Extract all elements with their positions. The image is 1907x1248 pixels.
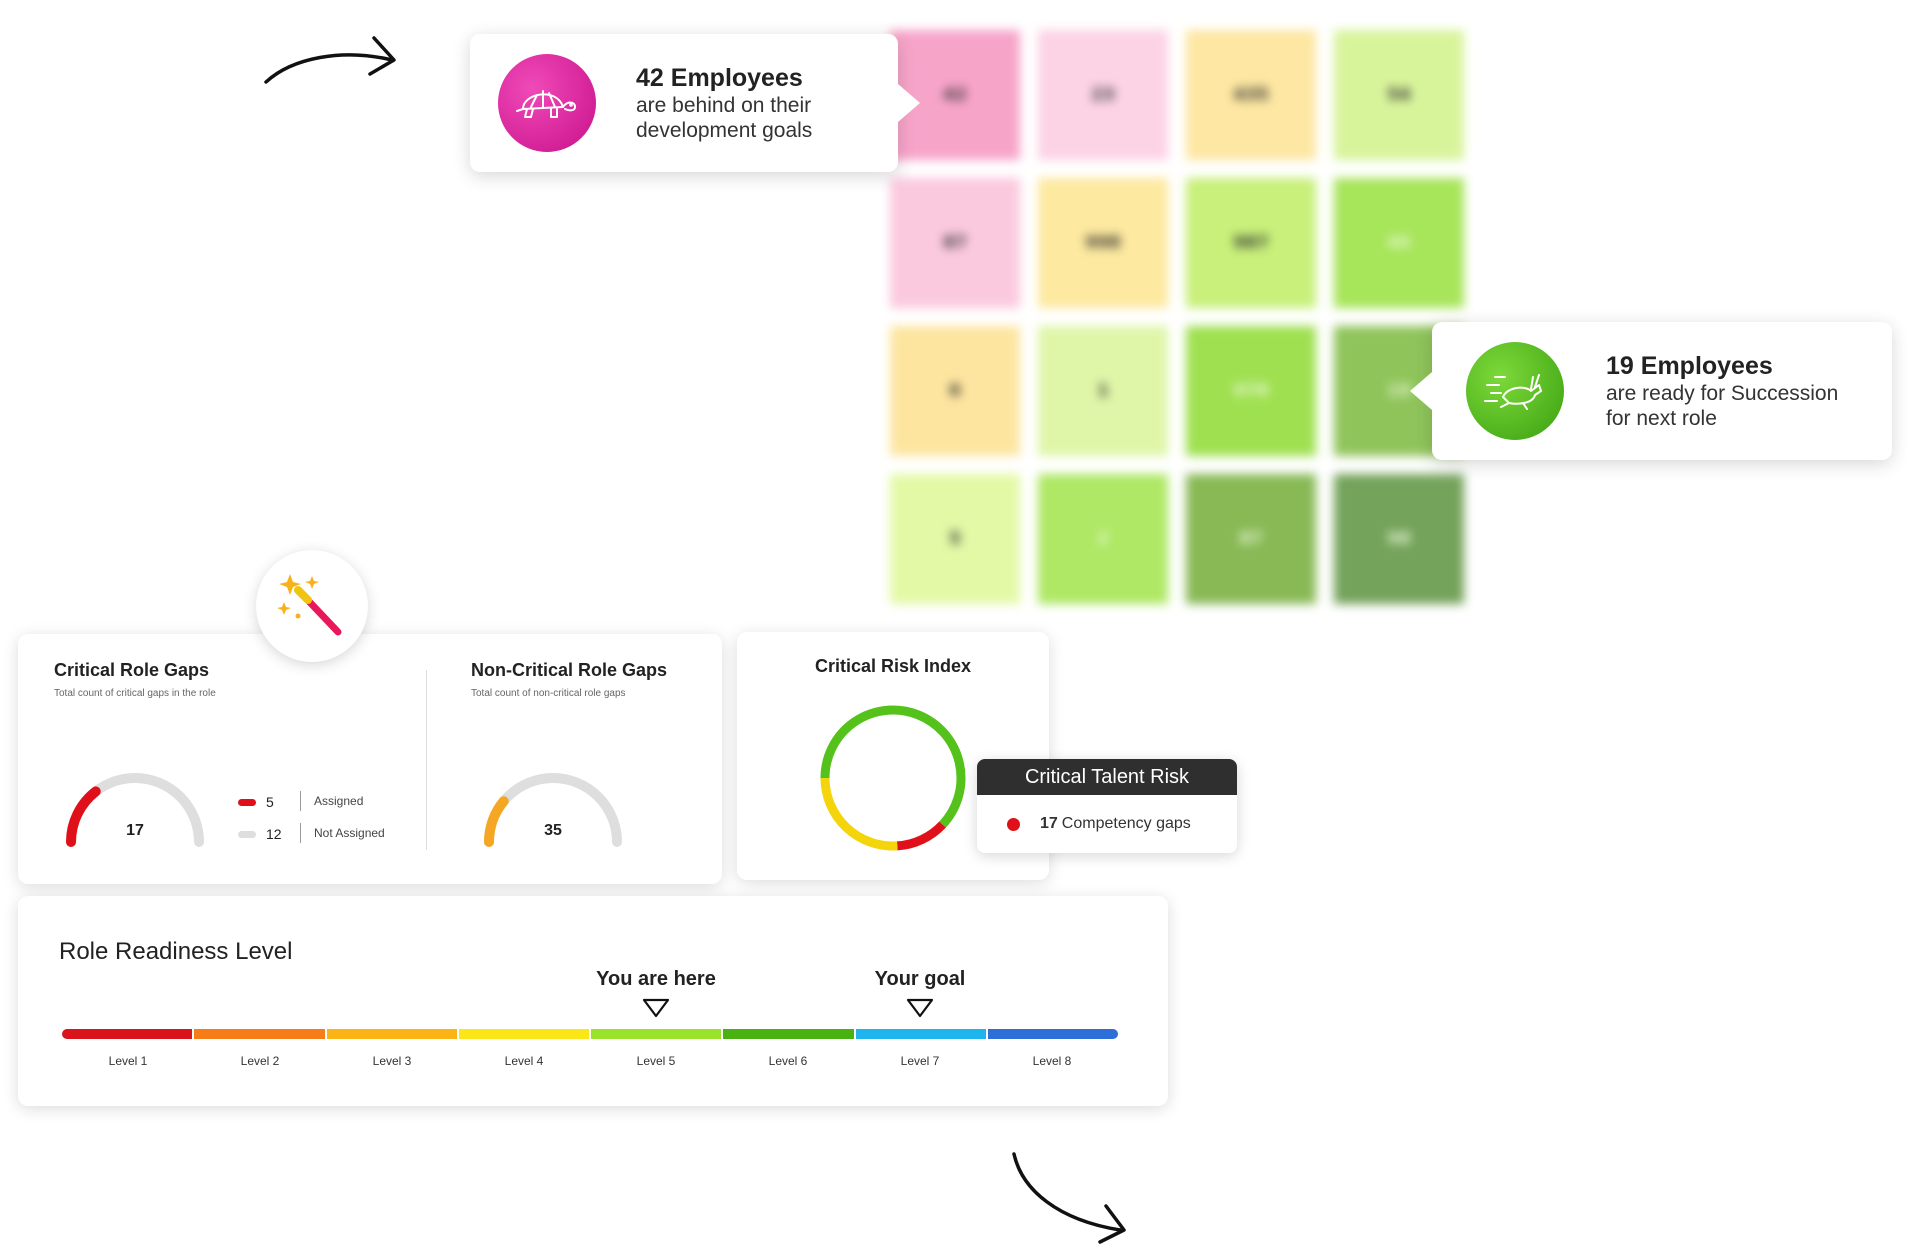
current-level-marker: You are here	[576, 968, 736, 1019]
level-segment	[326, 1029, 459, 1039]
heatmap-cell: 87	[890, 178, 1020, 308]
magic-wand-icon	[277, 574, 342, 636]
critical-gaps-subtitle: Total count of critical gaps in the role	[54, 688, 216, 699]
not-assigned-label: Not Assigned	[314, 826, 385, 840]
heatmap-cell: 2	[1038, 474, 1168, 604]
level-segment	[458, 1029, 591, 1039]
donut-segment	[896, 821, 946, 851]
assigned-count: 5	[266, 794, 274, 810]
behind-headline: Employees	[670, 63, 803, 92]
heatmap-cell: 98	[1334, 474, 1464, 604]
ready-line2: for next role	[1606, 406, 1717, 430]
risk-index-donut	[820, 705, 966, 851]
assigned-legend-swatch	[238, 799, 256, 806]
risk-dot	[1007, 817, 1020, 831]
heatmap-cell: 978	[1186, 326, 1316, 456]
triangle-down-icon	[906, 998, 934, 1018]
level-segment	[987, 1029, 1118, 1039]
your-goal-label: Your goal	[874, 968, 966, 990]
behind-line1: are behind on their	[636, 93, 812, 117]
gauge-fill	[66, 786, 101, 847]
readiness-title: Role Readiness Level	[59, 938, 293, 965]
heatmap-cell: 987	[1186, 178, 1316, 308]
gaps-divider	[426, 670, 427, 850]
heatmap-cell: 6	[890, 326, 1020, 456]
level-segment	[62, 1029, 195, 1039]
curved-arrow-icon	[264, 36, 396, 84]
role-gaps-card: Critical Role Gaps Total count of critic…	[18, 634, 722, 884]
ready-headline: Employees	[1640, 351, 1773, 380]
tooltip-title: Critical Talent Risk	[977, 759, 1237, 795]
donut-segment	[820, 705, 966, 828]
level-segment	[855, 1029, 988, 1039]
not-assigned-legend-swatch	[238, 831, 256, 838]
critical-gaps-gauge	[66, 773, 204, 847]
ready-count: 19	[1606, 351, 1634, 380]
behind-goals-callout: 42 Employees are behind on their develop…	[470, 34, 920, 172]
running-rabbit-icon	[1466, 342, 1564, 440]
heatmap-cell: 54	[1334, 30, 1464, 160]
critical-talent-risk-tooltip: Critical Talent Risk 17 Competency gaps	[977, 759, 1237, 853]
succession-ready-callout: 19 Employees are ready for Succession fo…	[1410, 322, 1892, 460]
level-segment	[591, 1029, 724, 1039]
critical-gaps-total: 17	[126, 822, 144, 839]
level-label: Level 2	[240, 1054, 280, 1068]
risk-index-title: Critical Risk Index	[814, 656, 972, 676]
level-segment	[194, 1029, 327, 1039]
heatmap-cell: 5	[890, 474, 1020, 604]
assigned-label: Assigned	[314, 794, 364, 808]
noncritical-gaps-total: 35	[544, 822, 562, 839]
ready-line1: are ready for Succession	[1606, 381, 1839, 405]
role-readiness-card: Role Readiness Level You are here Your g…	[18, 896, 1168, 1106]
noncritical-gaps-title: Non-Critical Role Gaps	[471, 660, 668, 680]
level-label: Level 8	[1032, 1054, 1072, 1068]
donut-segment	[820, 777, 898, 851]
level-label: Level 7	[900, 1054, 940, 1068]
turtle-icon	[498, 54, 596, 152]
level-label: Level 3	[372, 1054, 412, 1068]
triangle-down-icon	[642, 998, 670, 1018]
heatmap-cell: 998	[1038, 178, 1168, 308]
level-label: Level 5	[636, 1054, 676, 1068]
heatmap-cell: 23	[1038, 30, 1168, 160]
you-are-here-label: You are here	[596, 968, 716, 990]
gauge-fill	[484, 796, 509, 847]
curved-arrow-icon	[1012, 1152, 1126, 1244]
noncritical-gaps-gauge	[484, 773, 622, 847]
heatmap-cell: 45	[1334, 178, 1464, 308]
not-assigned-count: 12	[266, 826, 282, 842]
employee-heatmap: 42 23 435 54 87 998 987 45 6 1 978 19 5 2 87 98	[890, 30, 1470, 610]
noncritical-gaps-subtitle: Total count of non-critical role gaps	[471, 688, 626, 699]
critical-gaps-title: Critical Role Gaps	[54, 660, 210, 680]
level-label: Level 1	[108, 1054, 148, 1068]
tooltip-count: 17	[1040, 815, 1058, 832]
level-label: Level 6	[768, 1054, 808, 1068]
level-label: Level 4	[504, 1054, 544, 1068]
magic-wand-badge	[256, 550, 368, 662]
tooltip-label: Competency gaps	[1061, 815, 1191, 832]
behind-count: 42	[636, 63, 664, 92]
behind-line2: development goals	[636, 118, 813, 142]
goal-level-marker: Your goal	[840, 968, 1000, 1019]
heatmap-cell: 435	[1186, 30, 1316, 160]
readiness-level-bar	[62, 1029, 1118, 1039]
heatmap-cell: 87	[1186, 474, 1316, 604]
heatmap-cell: 1	[1038, 326, 1168, 456]
level-segment	[723, 1029, 856, 1039]
